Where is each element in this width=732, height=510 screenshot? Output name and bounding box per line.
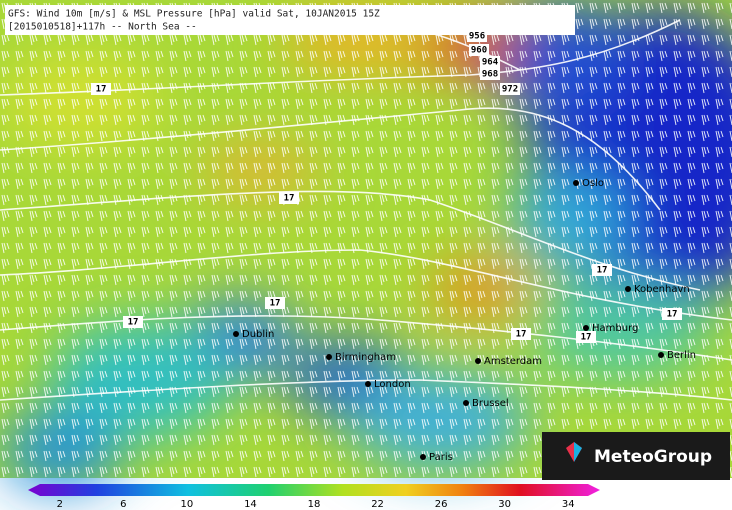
isobar-label-bg (123, 316, 143, 328)
isobar-label-bg (500, 83, 520, 95)
header-line: [2015010518]+117h -- North Sea -- (8, 22, 197, 33)
city-label: Paris (429, 452, 453, 463)
isobar-label-bg (469, 44, 489, 56)
wind-field (0, 0, 732, 490)
legend-tick-label: 22 (371, 499, 384, 510)
isobar-label: 17 (96, 85, 107, 95)
isobar-label: 17 (597, 266, 608, 276)
city-label: Oslo (582, 178, 604, 189)
city-dot (658, 352, 664, 358)
isobar-label-bg (467, 30, 487, 42)
city-label: Amsterdam (484, 356, 542, 367)
isobar-label: 17 (516, 330, 527, 340)
legend-tick-label: 26 (435, 499, 448, 510)
isobar-label: 17 (128, 318, 139, 328)
isobar-label-bg (592, 264, 612, 276)
legend-tick-label: 18 (308, 499, 321, 510)
city-dot (463, 400, 469, 406)
isobar-label: 17 (581, 333, 592, 343)
isobar-label: 964 (482, 58, 499, 68)
isobar-label-bg (265, 297, 285, 309)
legend-tick-label: 14 (244, 499, 257, 510)
isobar-label: 956 (469, 32, 485, 42)
city-label: Dublin (242, 329, 274, 340)
city-dot (233, 331, 239, 337)
isobar-label: 17 (284, 194, 295, 204)
legend-tick-label: 2 (57, 499, 63, 510)
legend-tick-label: 6 (120, 499, 126, 510)
city-dot (326, 354, 332, 360)
city-dot (573, 180, 579, 186)
isobar-label: 972 (502, 85, 518, 95)
city-dot (475, 358, 481, 364)
city-label: London (374, 379, 411, 390)
city-dot (583, 325, 589, 331)
isobar-label-bg (662, 308, 682, 320)
city-dot (420, 454, 426, 460)
isobar-label-bg (576, 331, 596, 343)
city-label: Birmingham (335, 352, 396, 363)
isobar-label: 968 (482, 70, 498, 80)
isobar-label: 17 (270, 299, 281, 309)
legend-tick-label: 10 (181, 499, 194, 510)
city-dot (625, 286, 631, 292)
city-label: Brussel (472, 398, 509, 409)
header-line: GFS: Wind 10m [m/s] & MSL Pressure [hPa]… (8, 9, 380, 20)
city-dot (365, 381, 371, 387)
logo-text: MeteoGroup (594, 447, 712, 467)
isobar-label-bg (511, 328, 531, 340)
isobar-label-bg (480, 56, 500, 68)
color-bar (28, 484, 600, 496)
isobar-label: 17 (667, 310, 678, 320)
legend-tick-label: 30 (498, 499, 511, 510)
logo-box: MeteoGroup (542, 432, 730, 480)
city-label: Kobenhavn (634, 284, 690, 295)
city-label: Berlin (667, 350, 696, 361)
isobar-label-bg (91, 83, 111, 95)
isobar-label: 960 (471, 46, 487, 56)
isobar-label-bg (480, 68, 500, 80)
legend-tick-label: 34 (562, 499, 575, 510)
city-label: Hamburg (592, 323, 638, 334)
isobar-label-bg (279, 192, 299, 204)
